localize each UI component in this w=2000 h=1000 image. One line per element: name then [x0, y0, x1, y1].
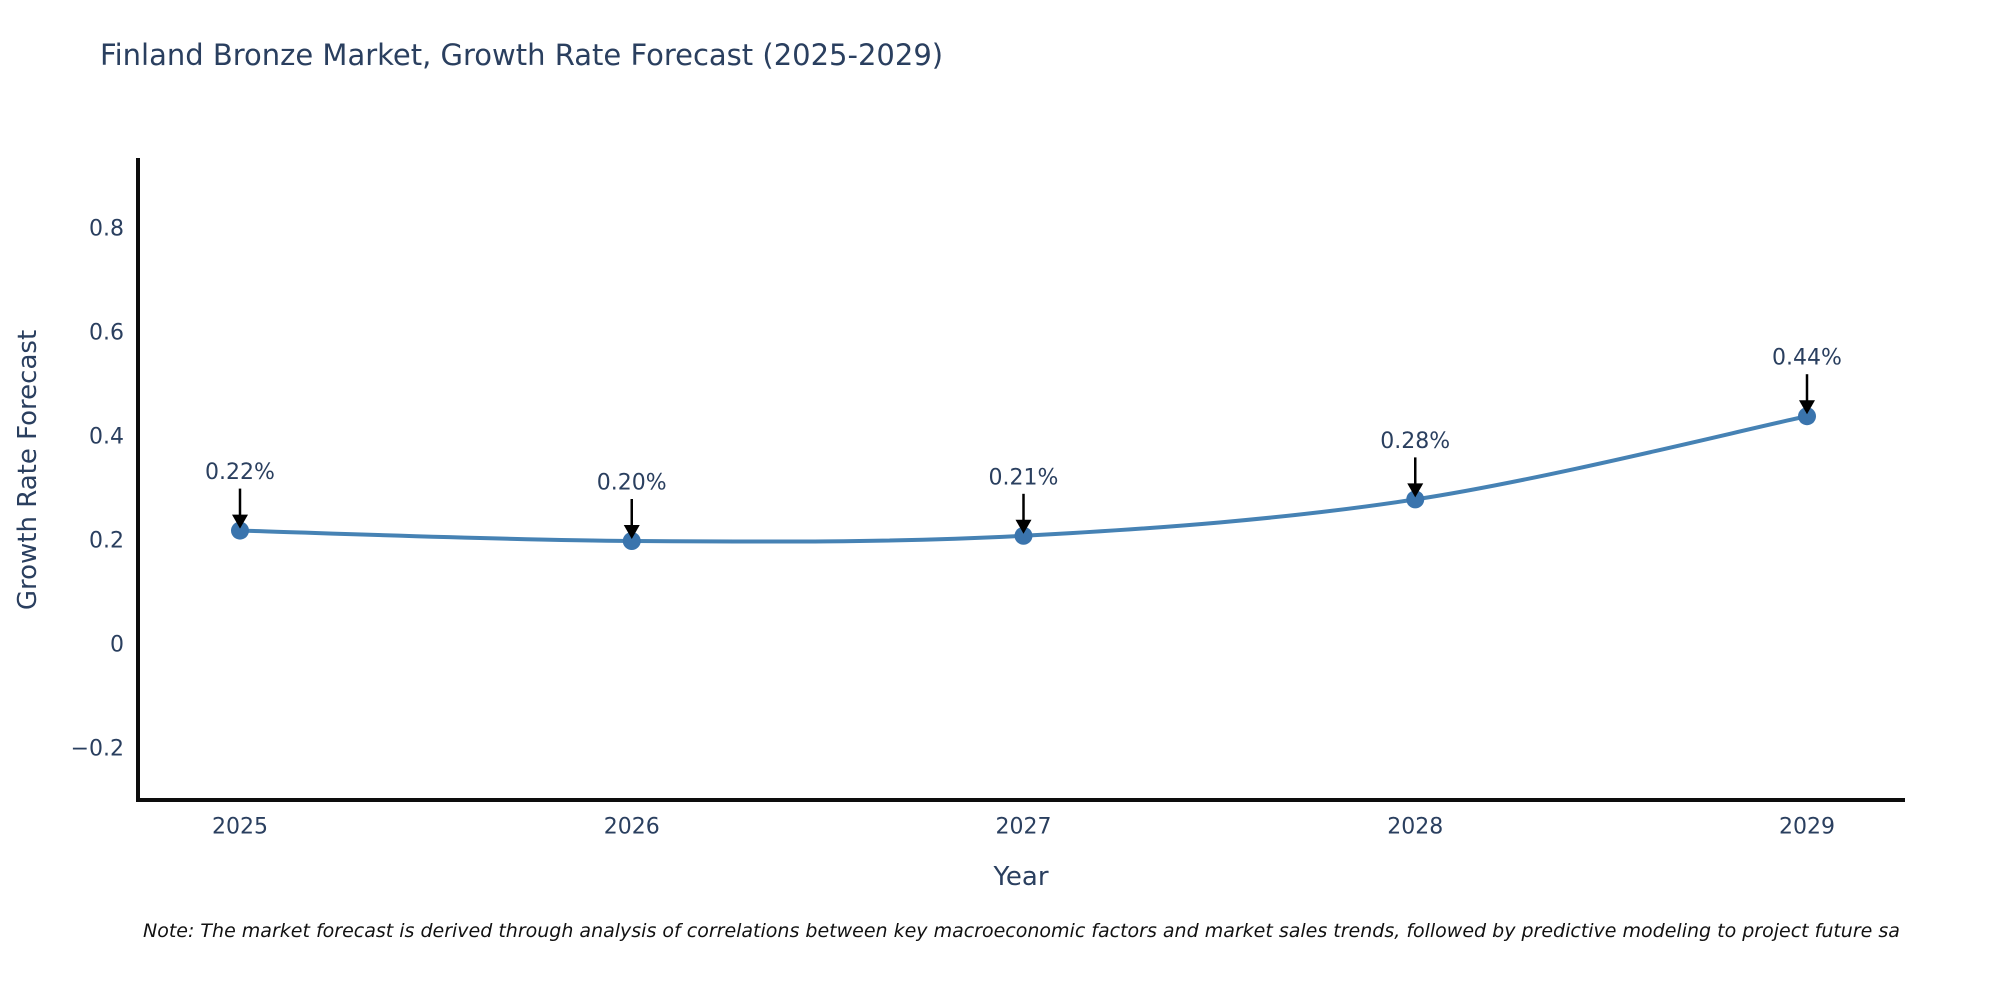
y-tick-label: 0.8: [89, 217, 124, 242]
x-tick-label: 2028: [1387, 815, 1443, 840]
x-tick-label: 2029: [1779, 815, 1835, 840]
y-tick-label: 0: [110, 633, 124, 658]
x-tick-label: 2026: [604, 815, 660, 840]
y-tick-label: 0.4: [89, 425, 124, 450]
annotation-arrowhead: [1407, 483, 1424, 498]
data-point-2027: [1014, 526, 1033, 545]
annotation-label: 0.22%: [205, 460, 275, 485]
annotation-arrowhead: [232, 514, 248, 529]
annotation-arrowhead: [1015, 519, 1032, 534]
annotation-label: 0.20%: [597, 471, 667, 496]
y-tick-label: 0.6: [89, 321, 124, 346]
data-point-2026: [622, 532, 641, 550]
annotation-label: 0.28%: [1380, 429, 1450, 454]
chart-title: Finland Bronze Market, Growth Rate Forec…: [100, 38, 944, 72]
x-axis-title: Year: [993, 862, 1049, 892]
annotation-label: 0.21%: [989, 465, 1059, 490]
annotation-label: 0.44%: [1772, 346, 1842, 371]
y-tick-label: 0.2: [89, 529, 124, 554]
annotation-arrowhead: [623, 525, 640, 539]
x-tick-label: 2027: [996, 815, 1052, 840]
footnote: Note: The market forecast is derived thr…: [143, 920, 1900, 942]
data-point-2029: [1798, 407, 1816, 426]
annotation-arrowhead: [1799, 400, 1815, 415]
y-tick-label: −0.2: [71, 737, 124, 762]
data-point-2025: [231, 521, 249, 540]
x-tick-label: 2025: [212, 815, 268, 840]
data-point-2028: [1406, 490, 1425, 509]
